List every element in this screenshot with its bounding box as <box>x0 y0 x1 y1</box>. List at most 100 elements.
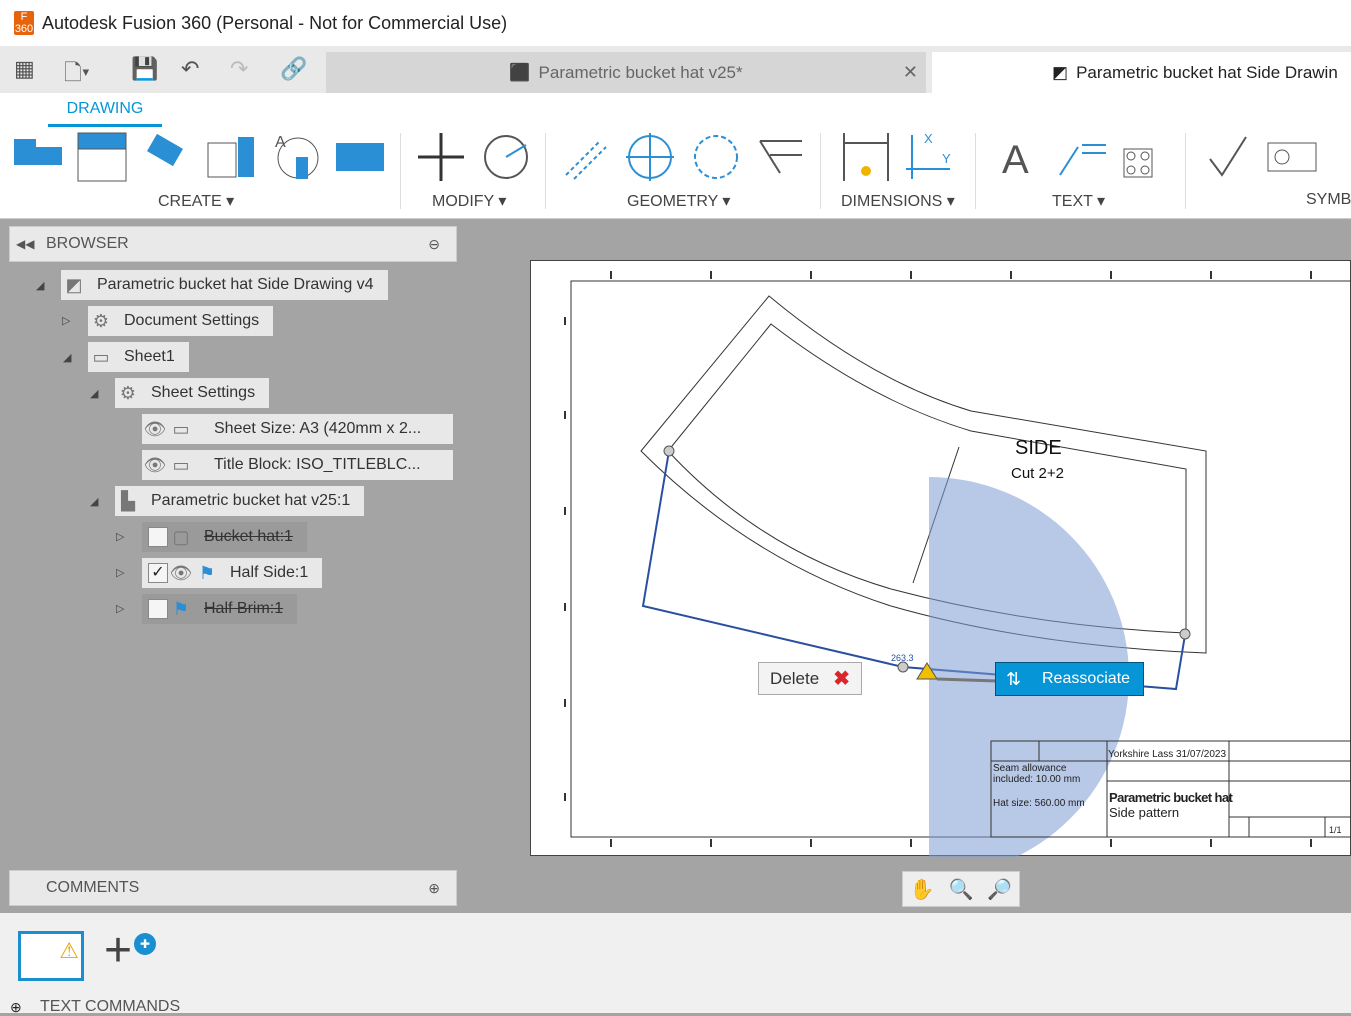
svg-text:A: A <box>275 134 286 151</box>
drawing-sheet[interactable]: SIDE Cut 2+2 263.3 Yorkshire Lass 31/07/… <box>530 260 1351 857</box>
tree-label: Half Side:1 <box>230 564 309 581</box>
tree-item-half-brim[interactable]: ⚑ Half Brim:1 <box>142 594 298 624</box>
text-commands-label[interactable]: TEXT COMMANDS <box>40 998 181 1015</box>
tab-label: Parametric bucket hat Side Drawin <box>1076 62 1338 82</box>
sketch-point <box>1179 628 1191 640</box>
divider <box>820 133 821 209</box>
tree-label: Parametric bucket hat v25:1 <box>151 492 351 509</box>
delete-label: Delete <box>770 668 820 688</box>
visibility-checkbox[interactable] <box>148 599 168 619</box>
save-icon[interactable]: 💾 <box>131 56 159 81</box>
add-sheet-icon[interactable]: + <box>104 924 133 977</box>
eye-icon[interactable]: 👁 <box>143 418 167 439</box>
tree-label: Sheet Settings <box>151 384 256 401</box>
close-tab-icon[interactable]: ✕ <box>902 62 918 82</box>
author-date: Yorkshire Lass 31/07/2023 <box>1108 749 1227 760</box>
browser-header[interactable]: ◀◀ BROWSER ⊖ <box>9 226 457 262</box>
warning-icon: ⚠ <box>59 938 79 963</box>
tree-item-sheet-settings[interactable]: ⚙ Sheet Settings <box>115 378 270 408</box>
divider <box>1185 133 1186 209</box>
modify-menu[interactable]: MODIFY ▾ <box>432 193 507 210</box>
sketch-point <box>663 445 675 457</box>
tree-item-sheet-size[interactable]: 👁 ▭ Sheet Size: A3 (420mm x 2... <box>142 414 453 444</box>
leader-icon <box>1059 144 1106 176</box>
delete-button[interactable]: Delete ✖ <box>758 662 862 695</box>
dimension-label[interactable]: 263.3 <box>891 653 914 663</box>
close-x-icon: ✖ <box>833 668 850 690</box>
collapse-browser-icon[interactable]: ◀◀ <box>16 237 35 251</box>
drawing-title: SIDE <box>1015 437 1062 459</box>
tree-label: Sheet Size: A3 (420mm x 2... <box>214 420 422 437</box>
flag-icon: ⚑ <box>198 562 216 583</box>
svg-text:Y: Y <box>942 151 951 166</box>
collapse-triangle-icon[interactable]: ◢ <box>90 496 99 508</box>
file-menu-icon[interactable]: 🗋▾ <box>64 60 90 85</box>
tree-item-drawing[interactable]: ◩ Parametric bucket hat Side Drawing v4 <box>61 270 388 300</box>
eye-icon[interactable]: 👁 <box>143 454 167 475</box>
comments-panel[interactable]: COMMENTS ⊕ <box>9 870 457 906</box>
eye-icon[interactable]: 👁 <box>169 562 193 583</box>
app-logo-icon: F 360 <box>14 11 34 35</box>
text-menu[interactable]: TEXT ▾ <box>1052 193 1106 210</box>
linear-dimension-icon <box>843 133 889 181</box>
apps-grid-icon[interactable]: ▦ <box>14 56 35 81</box>
body-icon: ▢ <box>172 526 190 547</box>
rotate-icon <box>484 135 528 179</box>
warning-icon <box>916 662 938 680</box>
collapse-triangle-icon[interactable]: ◢ <box>63 352 72 364</box>
tree-item-half-side[interactable]: ✓ 👁 ⚑ Half Side:1 <box>142 558 323 588</box>
redo-icon[interactable]: ↷ <box>230 56 249 81</box>
drawing-thumbnail-warning[interactable]: ⚠ <box>18 931 84 981</box>
symbols-menu[interactable]: SYMB <box>1306 191 1351 208</box>
tree-label: Bucket hat:1 <box>204 528 293 545</box>
tree-item-component[interactable]: ▙ Parametric bucket hat v25:1 <box>115 486 365 516</box>
pan-hand-icon[interactable]: ✋ <box>909 878 935 901</box>
ribbon <box>0 93 1351 219</box>
expand-triangle-icon[interactable]: ▷ <box>116 603 125 615</box>
center-mark-icon <box>336 143 384 171</box>
balloon-icon <box>1123 148 1153 178</box>
tab-drawing[interactable]: ◩ Parametric bucket hat Side Drawin <box>932 52 1351 93</box>
link-icon[interactable]: 🔗 <box>280 56 308 81</box>
dimensions-menu[interactable]: DIMENSIONS ▾ <box>841 193 955 210</box>
gear-icon: ⚙ <box>92 310 110 331</box>
divider <box>400 133 401 209</box>
move-icon <box>418 133 464 181</box>
tab-design[interactable]: ⬛ Parametric bucket hat v25* ✕ <box>326 52 926 93</box>
tree-item-title-block[interactable]: 👁 ▭ Title Block: ISO_TITLEBLC... <box>142 450 453 480</box>
ribbon-tab-drawing[interactable]: DRAWING <box>48 100 162 127</box>
visibility-checkbox[interactable] <box>148 527 168 547</box>
tab-label: Parametric bucket hat v25* <box>538 62 743 82</box>
reassociate-button[interactable]: ⇅ Reassociate <box>995 662 1144 696</box>
geometry-menu[interactable]: GEOMETRY ▾ <box>627 193 731 210</box>
edge-extension-icon <box>759 140 802 174</box>
title-block-icon: ▭ <box>172 454 190 475</box>
expand-triangle-icon[interactable]: ▷ <box>116 567 125 579</box>
expand-triangle-icon[interactable]: ▷ <box>116 531 125 543</box>
drawing-subtitle: Cut 2+2 <box>1011 465 1064 482</box>
expand-triangle-icon[interactable]: ▷ <box>62 315 71 327</box>
navigation-bar: ✋ 🔍 🔎 <box>902 871 1020 907</box>
tree-item-document-settings[interactable]: ⚙ Document Settings <box>88 306 274 336</box>
tree-label: Sheet1 <box>124 348 175 365</box>
undo-icon[interactable]: ↶ <box>181 56 200 81</box>
reassociate-icon: ⇅ <box>1006 668 1022 689</box>
collapse-triangle-icon[interactable]: ◢ <box>36 280 45 292</box>
zoom-window-icon[interactable]: 🔎 <box>987 878 1013 901</box>
tree-item-sheet1[interactable]: ▭ Sheet1 <box>88 342 189 372</box>
part-name: Parametric bucket hat <box>1109 790 1233 805</box>
tree-item-bucket-hat[interactable]: ▢ Bucket hat:1 <box>142 522 307 552</box>
collapse-triangle-icon[interactable]: ◢ <box>90 388 99 400</box>
add-comment-icon[interactable]: ⊕ <box>428 879 440 896</box>
sheet-number: 1/1 <box>1329 825 1342 835</box>
window-title: Autodesk Fusion 360 (Personal - Not for … <box>42 12 508 33</box>
visibility-checkbox-checked[interactable]: ✓ <box>148 563 168 583</box>
component-icon: ▙ <box>121 490 135 511</box>
divider <box>545 133 546 209</box>
comments-title: COMMENTS <box>46 879 140 896</box>
zoom-icon[interactable]: 🔍 <box>948 878 974 901</box>
expand-text-commands-icon[interactable]: ⊕ <box>10 999 22 1015</box>
minimize-icon[interactable]: ⊖ <box>428 235 440 252</box>
create-menu[interactable]: CREATE ▾ <box>158 193 235 210</box>
sketch-point <box>897 661 909 673</box>
